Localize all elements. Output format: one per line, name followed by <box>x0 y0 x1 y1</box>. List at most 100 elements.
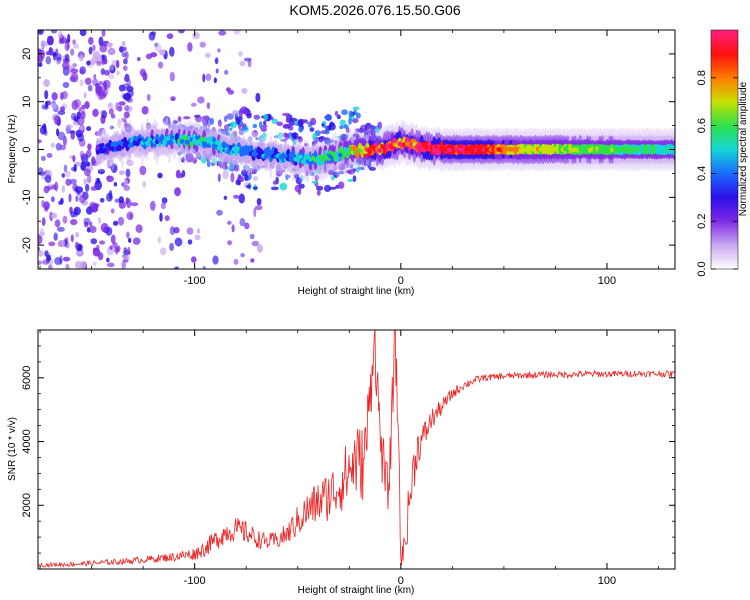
spectrogram-noise-blob <box>75 251 83 256</box>
spectrogram-ridge-point <box>367 148 373 154</box>
spectrogram-component-blob <box>347 178 354 182</box>
spectrogram-noise-blob <box>68 193 72 203</box>
spectrogram-noise-blob <box>174 187 181 197</box>
spectrogram-noise-blob <box>166 33 174 40</box>
spectrogram-noise-blob <box>257 244 263 253</box>
spectrogram-noise-blob <box>46 153 53 158</box>
spectrogram-noise-blob <box>87 143 92 151</box>
spectrogram-noise-blob <box>148 31 156 41</box>
spectrogram-noise-blob <box>53 232 58 241</box>
spectrogram-noise-blob <box>173 227 180 234</box>
spectrogram-component-blob <box>352 175 357 183</box>
spectrogram-noise-blob <box>72 155 76 163</box>
spectrogram-component-blob <box>240 106 248 114</box>
spectrogram-noise-blob <box>61 173 66 178</box>
spectrogram-noise-blob <box>141 106 149 115</box>
spectrogram-ridge-point <box>135 141 140 147</box>
spectrogram-component-blob <box>324 128 328 135</box>
spectrogram-ridge-point <box>300 159 306 165</box>
spectrogram-noise-blob <box>224 69 229 75</box>
spectrogram-noise-blob <box>99 240 106 245</box>
spectrogram-component-blob <box>309 127 315 132</box>
spectrogram-component-blob <box>338 181 345 189</box>
spectrogram-noise-blob <box>80 110 86 120</box>
spectrogram-noise-blob <box>88 36 94 45</box>
spectrogram-component-blob <box>192 157 198 164</box>
spectrogram-noise-blob <box>169 226 175 236</box>
colorbar-label: Normalized spectral amplitude <box>738 81 749 216</box>
spectrogram-ridge-point <box>184 139 189 145</box>
spectrogram-noise-blob <box>43 79 50 88</box>
spectrogram-noise-blob <box>123 179 128 187</box>
spectrogram-noise-blob <box>157 172 163 179</box>
spectrogram-noise-blob <box>117 118 122 129</box>
spectrogram-noise-blob <box>65 178 72 186</box>
spectrogram-component-blob <box>318 136 324 143</box>
spectrogram-component-blob <box>246 168 255 175</box>
spectrogram-noise-blob <box>212 255 219 265</box>
spectrogram-noise-blob <box>124 105 130 112</box>
spectrogram-noise-blob <box>92 157 95 165</box>
snr-xtick-label: -100 <box>184 575 206 587</box>
spectrogram-noise-blob <box>101 30 106 37</box>
spectrogram-noise-blob <box>113 247 119 253</box>
spectrogram-component-blob <box>348 110 354 118</box>
spectrogram-noise-blob <box>109 245 113 251</box>
snr-xlabel: Height of straight line (km) <box>298 585 415 596</box>
spectrogram-noise-blob <box>123 76 130 82</box>
spectrogram-ridge-point <box>268 150 274 156</box>
spectrogram-noise-blob <box>241 88 248 94</box>
spectrogram-component-blob <box>316 185 324 191</box>
spectrogram-component-blob <box>183 116 191 120</box>
spectrogram-noise-blob <box>38 234 43 245</box>
spectrogram-noise-blob <box>62 256 71 262</box>
spectrogram-noise-blob <box>113 220 119 226</box>
spectrogram-noise-blob <box>59 255 63 265</box>
spectrogram-ridge-point <box>204 137 209 143</box>
spectrogram-noise-blob <box>217 48 221 53</box>
spectrogram-noise-blob <box>174 266 179 269</box>
spectrogram-noise-blob <box>109 125 114 130</box>
spectrogram-noise-blob <box>254 205 263 211</box>
spectrogram-noise-blob <box>78 107 82 112</box>
spectrogram-ridge-point <box>350 146 355 151</box>
spectrogram-noise-blob <box>73 43 79 49</box>
spectrogram-component-blob <box>242 164 250 170</box>
spectrogram-component-blob <box>285 174 289 181</box>
spectrogram-component-blob <box>345 127 350 134</box>
spectrogram-noise-blob <box>88 46 93 55</box>
spectrogram-xtick-label: -100 <box>184 275 206 287</box>
spectrogram-noise-blob <box>109 64 114 71</box>
spectrogram-noise-blob <box>159 49 166 56</box>
spectrogram-noise-blob <box>96 60 102 67</box>
spectrogram-noise-blob <box>69 178 77 185</box>
spectrogram-noise-blob <box>50 142 55 148</box>
spectrogram-noise-blob <box>48 264 53 269</box>
spectrogram-noise-blob <box>142 181 147 188</box>
spectrogram-noise-blob <box>139 68 146 77</box>
spectrogram-noise-blob <box>139 165 147 176</box>
spectrogram-component-blob <box>263 120 267 126</box>
spectrogram-noise-blob <box>122 46 127 52</box>
spectrogram-noise-blob <box>223 195 228 200</box>
spectrogram-component-blob <box>303 119 308 124</box>
spectrogram-component-blob <box>219 161 224 165</box>
spectrogram-component-blob <box>276 121 284 127</box>
spectrogram-ylabel: Frequency (Hz) <box>7 115 18 184</box>
spectrogram-noise-blob <box>121 260 126 269</box>
spectrogram-noise-blob <box>114 198 121 203</box>
spectrogram-noise-blob <box>80 161 87 171</box>
spectrogram-component-blob <box>377 121 383 129</box>
spectrogram-xlabel: Height of straight line (km) <box>298 286 415 297</box>
spectrogram-component-blob <box>303 143 308 147</box>
spectrogram-noise-blob <box>255 92 261 103</box>
spectrogram-noise-blob <box>106 257 110 263</box>
spectrogram-noise-blob <box>74 117 79 122</box>
spectrogram-ridge-point <box>298 154 303 160</box>
spectrogram-noise-blob <box>158 61 164 69</box>
spectrogram-component-blob <box>202 115 210 121</box>
spectrogram-noise-blob <box>125 51 129 60</box>
spectrogram-component-blob <box>259 121 263 129</box>
spectrogram-noise-blob <box>174 237 183 247</box>
spectrogram-noise-blob <box>41 155 46 161</box>
